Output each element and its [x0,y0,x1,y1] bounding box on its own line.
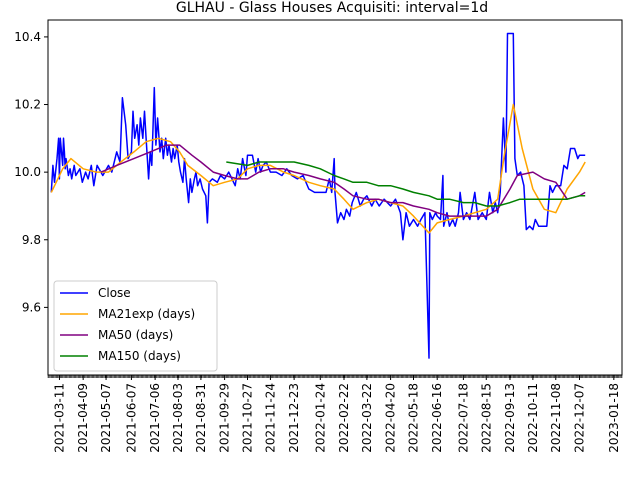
y-tick-label: 10.4 [14,30,41,44]
legend-entry-2: MA50 (days) [98,328,173,342]
x-tick-label: 2022-02-22 [337,383,351,453]
x-tick-label: 2022-06-16 [430,383,444,453]
x-tick-label: 2022-09-13 [503,383,517,453]
x-tick-label: 2022-05-18 [406,383,420,453]
x-tick-label: 2022-07-18 [456,383,470,453]
series-layer [50,32,586,359]
series-line-3 [226,161,586,207]
x-tick-label: 2021-08-03 [171,383,185,453]
x-tick-label: 2021-11-24 [263,383,277,453]
series-line-2 [100,144,586,217]
legend: Close MA21exp (days) MA50 (days) MA150 (day… [53,280,218,372]
legend-entry-0: Close [98,286,131,300]
y-tick-label: 10.2 [14,98,41,112]
x-tick-label: 2023-01-18 [607,383,621,453]
x-tick-label: 2021-04-09 [76,383,90,453]
x-tick-label: 2021-07-06 [148,383,162,453]
legend-box [53,280,218,372]
x-tick-label: 2021-09-29 [218,383,232,453]
chart-title: GLHAU - Glass Houses Acquisiti: interval… [176,0,488,16]
x-tick-label: 2022-10-11 [526,383,540,453]
y-tick-label: 9.8 [22,233,41,247]
x-tick-label: 2022-11-08 [549,383,563,453]
y-tick-label: 10.0 [14,165,41,179]
legend-entry-1: MA21exp (days) [98,307,195,321]
x-tick-label: 2021-05-07 [99,383,113,453]
x-tick-label: 2022-03-22 [360,383,374,453]
x-tick-label: 2022-08-15 [479,383,493,453]
x-tick-label: 2021-10-27 [241,383,255,453]
legend-entry-3: MA150 (days) [98,349,181,363]
x-tick-label: 2021-12-23 [287,383,301,453]
x-tick-label: 2022-01-24 [313,383,327,453]
axes-layer: 9.6 9.8 10.0 10.2 10.4 2021-03-11 2021-04-09 20… [14,19,623,453]
y-tick-label: 9.6 [22,300,41,314]
x-tick-label: 2021-08-31 [194,383,208,453]
x-tick-label: 2022-12-07 [572,383,586,453]
x-tick-label: 2022-04-20 [384,383,398,453]
x-tick-label: 2021-03-11 [52,383,66,453]
series-line-1 [50,103,586,234]
x-tick-label: 2021-06-07 [124,383,138,453]
